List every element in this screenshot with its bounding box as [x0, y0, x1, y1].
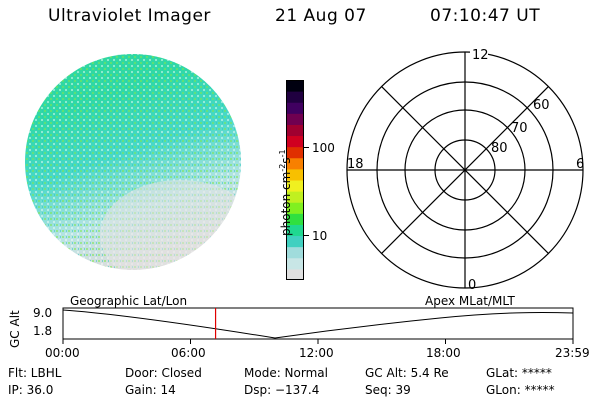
colorbar-swatch	[286, 80, 304, 92]
colorbar-swatch	[286, 146, 304, 159]
gc-alt-readout: GC Alt: 5.4 Re	[365, 366, 449, 380]
mlt-label-6: 6	[576, 157, 584, 172]
timeline-right-title: Apex MLat/MLT	[425, 294, 515, 308]
dsp-readout: Dsp: −137.4	[244, 383, 320, 397]
lat-label-60: 60	[533, 98, 550, 113]
timeline-left-title: Geographic Lat/Lon	[70, 294, 188, 308]
colorbar-swatch	[286, 235, 304, 248]
colorbar-swatch	[286, 113, 304, 125]
colorbar-swatches	[286, 80, 304, 281]
x-tick-0600: 06:00	[171, 346, 206, 360]
lat-label-70: 70	[511, 121, 528, 136]
timeline-axis-title: GC Alt	[8, 310, 22, 348]
date-label: 21 Aug 07	[275, 6, 367, 26]
uv-image	[25, 54, 241, 270]
colorbar-swatch	[286, 157, 304, 170]
colorbar-swatch	[286, 124, 304, 137]
seq-readout: Seq: 39	[365, 383, 411, 397]
unit-s: s	[279, 157, 293, 164]
door-readout: Door: Closed	[125, 366, 202, 380]
colorbar-swatch	[286, 168, 304, 181]
filter-readout: Flt: LBHL	[8, 366, 62, 380]
unit-photon: photon cm	[279, 171, 293, 236]
altitude-curve	[62, 309, 574, 339]
gain-readout: Gain: 14	[125, 383, 176, 397]
ip-readout: IP: 36.0	[8, 383, 54, 397]
colorbar-swatch	[286, 102, 304, 114]
mode-readout: Mode: Normal	[244, 366, 328, 380]
colorbar-swatch	[286, 191, 304, 203]
colorbar-swatch	[286, 180, 304, 192]
altitude-timeline	[62, 307, 574, 344]
glat-readout: GLat: *****	[486, 366, 552, 380]
unit-exp-s: -1	[278, 149, 287, 158]
colorbar-swatch	[286, 268, 304, 281]
timeline-y-top: 9.0	[33, 306, 53, 320]
polar-grid: 12 0 18 6 60 70 80	[346, 47, 584, 293]
unit-exp-cm: -2	[278, 163, 287, 172]
colorbar-swatch	[286, 91, 304, 103]
x-tick-1200: 12:00	[299, 346, 334, 360]
lat-label-80: 80	[491, 141, 508, 156]
colorbar-tick-100: 100	[312, 141, 335, 155]
colorbar-tick-10: 10	[312, 229, 328, 243]
diagonal-2	[381, 86, 549, 254]
colorbar-swatch	[286, 246, 304, 259]
colorbar-tick-mark-10	[304, 235, 309, 236]
colorbar-swatch	[286, 224, 304, 237]
colorbar	[286, 80, 304, 281]
colorbar-border	[286, 80, 304, 280]
colorbar-swatch	[286, 202, 304, 214]
mlt-label-12: 12	[472, 48, 489, 63]
instrument-title: Ultraviolet Imager	[48, 6, 211, 26]
colorbar-swatch	[286, 135, 304, 148]
x-tick-2359: 23:59	[555, 346, 590, 360]
colorbar-tick-marks	[304, 147, 309, 148]
colorbar-unit-label: photon cm-2s-1	[278, 149, 293, 236]
x-tick-1800: 18:00	[426, 346, 461, 360]
mlt-label-18: 18	[347, 157, 364, 172]
colorbar-swatch	[286, 213, 304, 225]
mlt-label-0: 0	[468, 278, 476, 293]
time-label: 07:10:47 UT	[430, 6, 541, 26]
glon-readout: GLon: *****	[486, 383, 555, 397]
x-tick-0000: 00:00	[45, 346, 80, 360]
timeline-y-bottom: 1.8	[33, 324, 53, 338]
colorbar-swatch	[286, 257, 304, 270]
